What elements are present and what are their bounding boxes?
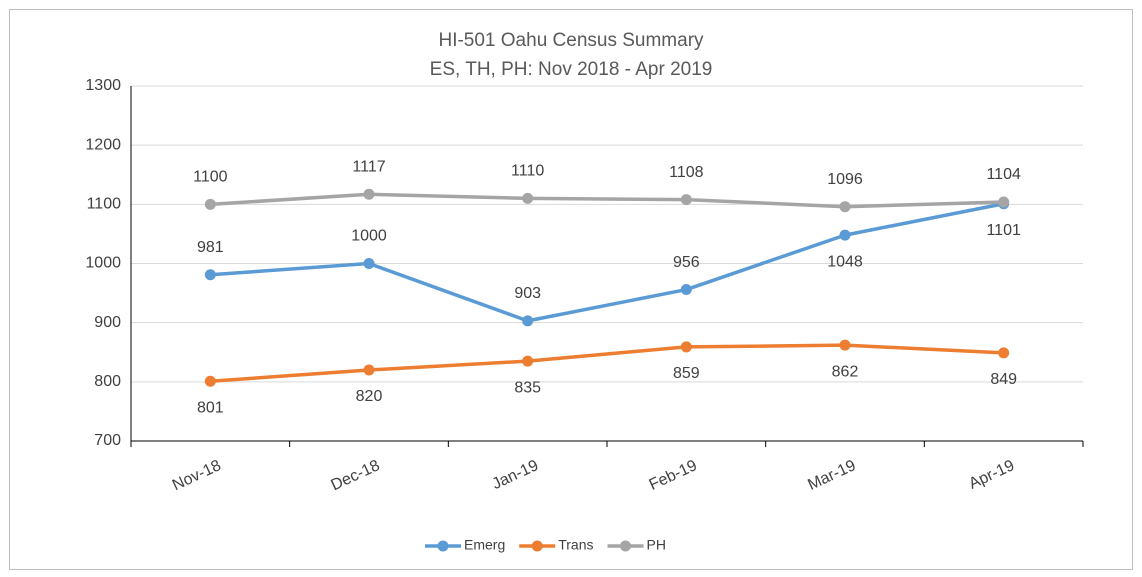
y-tick-label: 1000 [85,255,121,272]
point [522,315,534,327]
point [998,347,1010,359]
legend-label: Emerg [464,537,505,553]
point [363,258,375,269]
data-label: 1000 [351,228,387,245]
y-tick-label: 700 [94,432,121,449]
legend-label: PH [647,537,666,553]
point [204,375,216,387]
data-label: 1104 [986,166,1021,183]
point [839,339,851,351]
data-label: 1101 [986,222,1021,239]
chart-frame [9,9,1133,570]
chart-title: HI-501 Oahu Census Summary [438,30,704,51]
data-label: 903 [514,285,541,302]
legend-marker [620,540,632,552]
point [363,188,375,200]
point [680,194,692,206]
series-line [210,192,1004,209]
y-tick-label: 1100 [87,196,122,213]
data-label: 981 [197,239,224,256]
data-label: 1110 [511,163,544,180]
data-label: 1100 [193,169,228,186]
y-tick-label: 1300 [85,77,121,94]
point [839,201,851,213]
y-tick-label: 900 [94,314,121,331]
data-label: 1096 [827,171,863,188]
data-label: 956 [673,254,700,271]
chart-subtitle: ES, TH, PH: Nov 2018 - Apr 2019 [430,59,713,80]
data-label: 1117 [352,158,385,175]
point [680,341,692,353]
data-label: 859 [673,365,700,382]
data-label: 1048 [827,253,863,270]
series-line [210,343,1004,383]
point [522,192,534,204]
data-label: 820 [356,388,383,405]
point [839,229,851,241]
series-line [210,202,1005,323]
y-tick-label: 800 [94,373,121,390]
point [204,198,216,210]
data-label: 835 [514,379,541,396]
data-label: 849 [990,371,1017,388]
point [204,269,216,281]
point [363,364,375,376]
point [680,284,692,296]
data-label: 801 [197,399,224,416]
legend-marker [437,540,449,552]
point [998,196,1010,208]
point [522,355,534,367]
data-label: 862 [832,363,859,380]
legend-marker [531,540,543,552]
y-tick-label: 1200 [85,136,121,153]
data-label: 1108 [669,164,704,181]
legend-label: Trans [558,537,593,553]
